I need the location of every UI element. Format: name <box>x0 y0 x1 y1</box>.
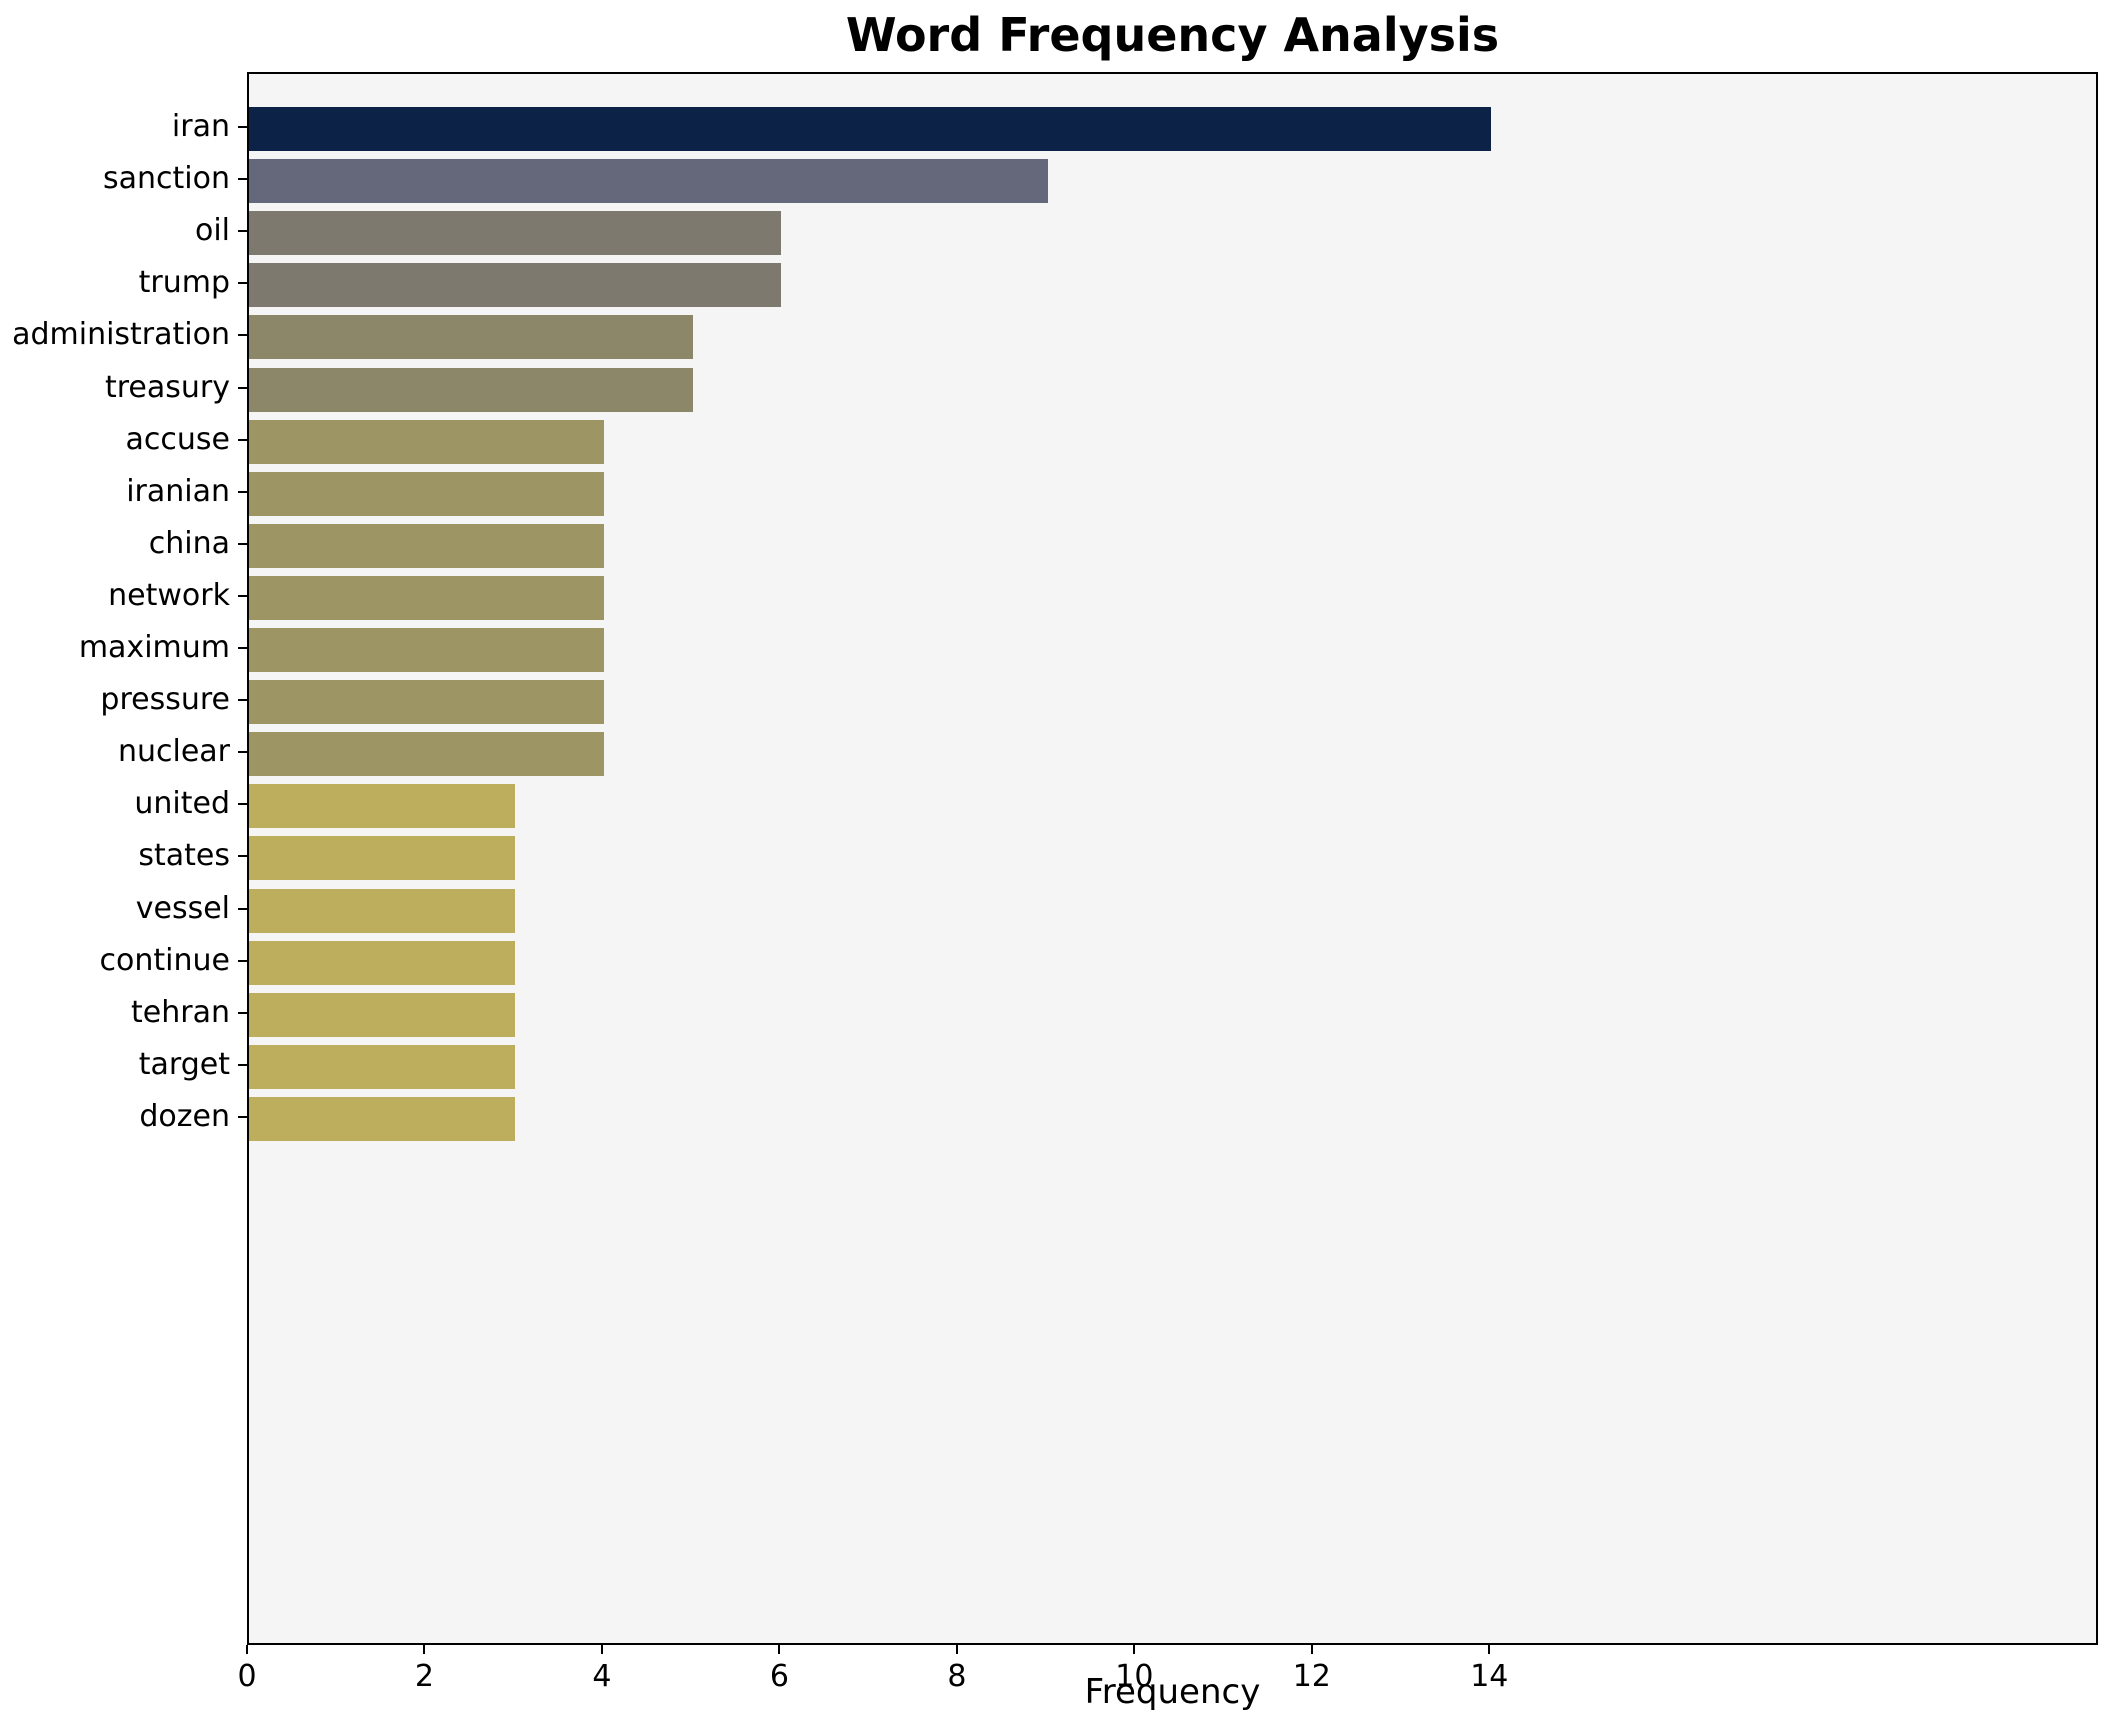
y-tick-label-iranian: iranian <box>126 473 230 509</box>
bar-tehran <box>249 992 516 1037</box>
x-tick-label-10: 10 <box>1115 1659 1154 1694</box>
y-tick-mark <box>238 334 247 337</box>
bar-trump <box>249 263 782 308</box>
bar-nuclear <box>249 732 604 777</box>
y-tick-mark <box>238 490 247 493</box>
bar-continue <box>249 940 516 985</box>
x-tick-mark <box>600 1645 603 1654</box>
y-tick-label-china: china <box>148 525 230 561</box>
x-tick-mark <box>423 1645 426 1654</box>
bar-united <box>249 784 516 829</box>
x-tick-label-8: 8 <box>947 1659 967 1694</box>
y-tick-label-treasury: treasury <box>104 369 230 405</box>
y-tick-mark <box>238 230 247 233</box>
y-tick-label-administration: administration <box>12 317 230 353</box>
y-tick-label-iran: iran <box>171 109 230 144</box>
x-tick-label-4: 4 <box>592 1659 612 1694</box>
y-tick-label-continue: continue <box>99 942 230 978</box>
y-tick-label-states: states <box>138 838 230 874</box>
y-tick-mark <box>238 855 247 858</box>
y-tick-mark <box>238 282 247 285</box>
x-tick-mark <box>1310 1645 1313 1654</box>
y-tick-label-accuse: accuse <box>125 421 230 457</box>
bar-vessel <box>249 888 516 933</box>
y-tick-label-pressure: pressure <box>100 682 230 718</box>
chart-title: Word Frequency Analysis <box>845 8 1500 62</box>
y-tick-label-tehran: tehran <box>131 994 230 1030</box>
y-tick-mark <box>238 542 247 545</box>
x-tick-mark <box>1133 1645 1136 1654</box>
bar-iran <box>249 107 1492 151</box>
y-tick-label-united: united <box>134 786 230 822</box>
y-tick-label-vessel: vessel <box>135 890 230 926</box>
x-tick-label-0: 0 <box>237 1659 257 1694</box>
y-tick-mark <box>238 803 247 806</box>
bar-oil <box>249 211 782 256</box>
y-tick-label-sanction: sanction <box>103 161 230 197</box>
bar-administration <box>249 315 693 360</box>
y-tick-label-trump: trump <box>138 265 230 301</box>
bar-network <box>249 575 604 620</box>
y-tick-label-target: target <box>138 1046 230 1082</box>
y-tick-mark <box>238 386 247 389</box>
y-tick-mark <box>238 699 247 702</box>
x-tick-mark <box>1488 1645 1491 1654</box>
bar-iranian <box>249 471 604 516</box>
x-tick-label-14: 14 <box>1470 1659 1509 1694</box>
x-tick-label-12: 12 <box>1292 1659 1331 1694</box>
y-tick-mark <box>238 751 247 754</box>
y-tick-mark <box>238 594 247 597</box>
x-tick-label-2: 2 <box>414 1659 435 1694</box>
x-axis-label: Frequency <box>1084 1672 1261 1712</box>
y-tick-mark <box>238 647 247 649</box>
y-tick-label-network: network <box>108 577 230 613</box>
bar-states <box>249 836 516 881</box>
y-tick-label-nuclear: nuclear <box>117 734 230 770</box>
y-tick-label-dozen: dozen <box>139 1098 230 1134</box>
x-tick-mark <box>246 1645 248 1654</box>
bar-dozen <box>249 1096 516 1141</box>
x-tick-mark <box>778 1645 781 1654</box>
bar-accuse <box>249 419 604 464</box>
x-tick-mark <box>955 1645 958 1654</box>
y-tick-mark <box>238 959 247 962</box>
y-tick-mark <box>238 1063 247 1066</box>
x-tick-label-6: 6 <box>769 1659 789 1694</box>
bar-treasury <box>249 367 693 412</box>
y-tick-mark <box>238 438 247 441</box>
y-tick-label-oil: oil <box>194 213 230 249</box>
bar-target <box>249 1044 516 1089</box>
y-tick-mark <box>238 1011 247 1014</box>
y-tick-label-maximum: maximum <box>78 630 230 665</box>
y-tick-mark <box>238 126 247 128</box>
y-tick-mark <box>238 907 247 910</box>
bar-maximum <box>249 628 604 672</box>
y-tick-mark <box>238 1115 247 1118</box>
y-tick-mark <box>238 178 247 181</box>
bar-sanction <box>249 159 1048 204</box>
plot-area <box>247 72 2098 1645</box>
bar-china <box>249 523 604 568</box>
bar-pressure <box>249 680 604 725</box>
